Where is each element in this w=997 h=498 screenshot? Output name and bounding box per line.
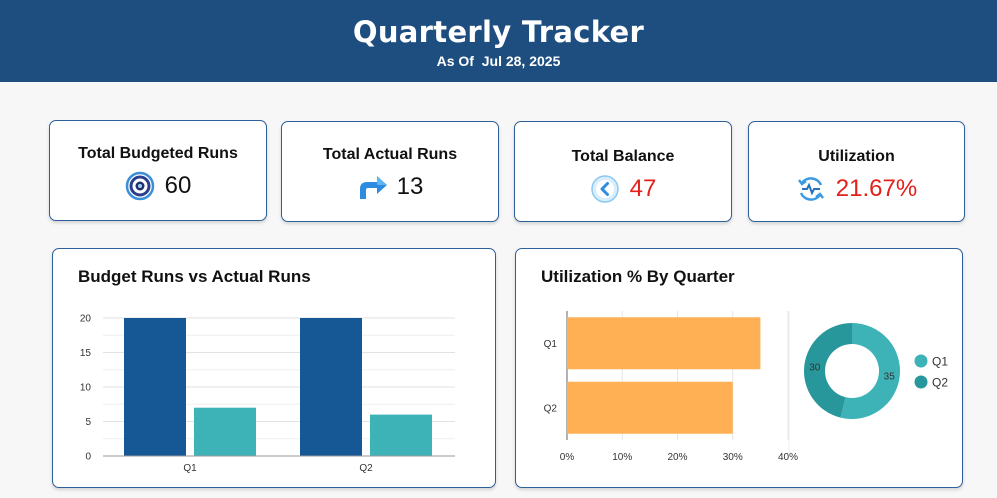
x-tick-label: Q1 xyxy=(183,463,197,474)
x-tick-label: 30% xyxy=(723,452,743,463)
kpi-label: Total Actual Runs xyxy=(322,146,458,163)
page-title: Quarterly Tracker xyxy=(352,15,645,49)
arrow-turn-icon xyxy=(357,172,387,202)
chevron-left-circle-icon xyxy=(590,174,620,204)
kpi-card-total-actual-runs: Total Actual Runs 13 xyxy=(281,121,499,222)
target-icon xyxy=(125,171,155,201)
kpi-value: 47 xyxy=(629,175,657,202)
kpi-card-total-balance: Total Balance 47 xyxy=(514,121,732,222)
legend-swatch xyxy=(914,375,928,389)
y-tick-label: Q1 xyxy=(544,339,558,350)
bar-q1-series-1[interactable] xyxy=(194,407,256,456)
utilization-bar-q1[interactable] xyxy=(567,317,761,370)
y-tick-label: 5 xyxy=(85,417,91,428)
refresh-pulse-icon xyxy=(796,174,826,204)
chart-title: Utilization % By Quarter xyxy=(541,267,735,286)
kpi-value: 13 xyxy=(396,173,424,200)
x-tick-label: 10% xyxy=(612,452,632,463)
kpi-card-total-budgeted-runs: Total Budgeted Runs 60 xyxy=(49,120,267,221)
donut-data-label: 35 xyxy=(884,372,896,383)
kpi-value: 60 xyxy=(164,172,192,199)
utilization-hbar-chart: 0% 10% 20% 30% 40% Q1 Q2 35 30 Q1 Q2 xyxy=(544,311,948,463)
kpi-card-utilization: Utilization 21.67% xyxy=(748,121,965,222)
y-tick-label: 10 xyxy=(80,383,92,394)
y-tick-label: 20 xyxy=(80,314,92,325)
y-tick-label: 15 xyxy=(80,348,92,359)
kpi-label: Total Budgeted Runs xyxy=(78,145,238,162)
kpi-value: 21.67% xyxy=(835,175,918,202)
x-tick-label: 40% xyxy=(778,452,798,463)
bar-q2-series-0[interactable] xyxy=(300,318,362,456)
y-tick-label: Q2 xyxy=(544,403,558,414)
as-of-date: As Of Jul 28, 2025 xyxy=(436,53,561,69)
chart-title: Budget Runs vs Actual Runs xyxy=(78,267,311,286)
bar-q2-series-1[interactable] xyxy=(370,414,432,456)
bar-q1-series-0[interactable] xyxy=(124,318,186,456)
kpi-label: Utilization xyxy=(818,148,895,165)
donut-slice-q2[interactable] xyxy=(804,323,852,418)
x-tick-label: 0% xyxy=(560,452,575,463)
x-tick-label: 20% xyxy=(667,452,687,463)
kpi-label: Total Balance xyxy=(571,148,675,165)
donut-slice-q1[interactable] xyxy=(840,323,900,419)
utilization-bar-q2[interactable] xyxy=(567,381,733,434)
x-tick-label: Q2 xyxy=(359,463,373,474)
legend-label: Q1 xyxy=(932,355,948,369)
donut-data-label: 30 xyxy=(809,362,821,373)
legend-swatch xyxy=(914,354,928,368)
utilization-by-quarter-panel: Utilization % By Quarter 0% 10% 20% 30% 40% Q… xyxy=(515,248,963,488)
budget-vs-actual-chart: 0 5 10 15 20 Q1 Q2 xyxy=(80,314,455,474)
legend-label: Q2 xyxy=(932,376,948,390)
budget-vs-actual-panel: Budget Runs vs Actual Runs 0 5 10 15 20 Q1 Q2 xyxy=(52,248,496,488)
y-tick-label: 0 xyxy=(85,452,91,463)
header-banner: Quarterly Tracker As Of Jul 28, 2025 xyxy=(0,0,997,82)
